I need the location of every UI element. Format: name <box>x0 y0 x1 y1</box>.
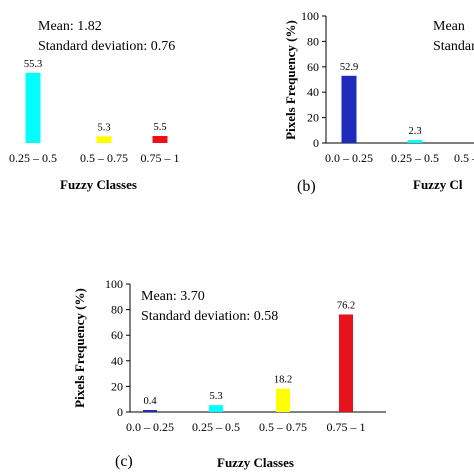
x-tick-label: 0.75 – 1 <box>327 420 366 434</box>
mean-annotation: Mean: 3.70 <box>141 289 205 304</box>
y-tick-label: 20 <box>111 379 123 393</box>
y-tick-label: 80 <box>111 303 123 317</box>
bar-value-label: 55.3 <box>24 59 42 70</box>
x-tick-label: 0.25 – 0.5 <box>391 151 439 165</box>
bar <box>143 410 157 412</box>
std-deviation-annotation: Standard deviation: 0.76 <box>38 39 175 54</box>
bar-value-label: 5.3 <box>97 122 110 133</box>
x-tick-label: 0.0 – 0.25 <box>325 151 373 165</box>
y-axis-title: Pixels Frequency (%) <box>283 20 298 140</box>
bar <box>209 405 223 412</box>
bar <box>341 75 357 143</box>
y-tick-label: 0 <box>117 405 123 419</box>
mean-annotation: Mean: 1.82 <box>38 19 102 34</box>
bar <box>407 140 423 143</box>
x-axis-title: Fuzzy Classes <box>217 455 294 470</box>
x-tick-label: 0.5 – 0.75 <box>80 151 128 165</box>
std-deviation-annotation: Standar <box>433 39 474 54</box>
bar-value-label: 5.3 <box>209 391 222 402</box>
x-axis-title: Fuzzy Cl <box>413 177 463 192</box>
x-axis-title: Fuzzy Classes <box>60 177 137 192</box>
bar-value-label: 18.2 <box>274 375 292 386</box>
x-tick-label: 0.25 – 0.5 <box>192 420 240 434</box>
mean-annotation: Mean <box>433 19 465 34</box>
bar <box>152 136 168 143</box>
y-tick-label: 80 <box>307 34 319 48</box>
bar-value-label: 0.4 <box>143 396 157 407</box>
x-tick-label: 0.5 – 0.75 <box>454 151 474 165</box>
x-tick-label: 0.25 – 0.5 <box>9 151 57 165</box>
bar <box>276 388 290 412</box>
y-tick-label: 100 <box>301 9 319 23</box>
std-deviation-annotation: Standard deviation: 0.58 <box>141 309 278 324</box>
y-tick-label: 60 <box>111 328 123 342</box>
bar-value-label: 52.9 <box>340 62 358 73</box>
chart-panel-c: 0 20 40 60 80 100 0.4 5.3 18.2 76.2 0.0 – 0.25 0.25… <box>72 277 386 470</box>
y-tick-label: 60 <box>307 60 319 74</box>
y-axis-title: Pixels Frequency (%) <box>72 288 87 408</box>
panel-label: (c) <box>115 453 133 470</box>
bar <box>339 314 353 412</box>
y-tick-label: 0 <box>313 136 319 150</box>
y-tick-label: 20 <box>307 111 319 125</box>
x-tick-label: 0.75 – 1 <box>141 151 180 165</box>
bar <box>96 136 112 143</box>
bar-value-label: 2.3 <box>408 126 421 137</box>
x-tick-label: 0.0 – 0.25 <box>126 420 174 434</box>
panel-label: (b) <box>297 178 316 195</box>
y-tick-label: 100 <box>105 277 123 291</box>
chart-panel-b: 0 20 40 60 80 100 52.9 2.3 0.0 – 0.25 0.25 – 0.5 0… <box>283 9 474 195</box>
y-tick-label: 40 <box>111 354 123 368</box>
bar-value-label: 76.2 <box>337 300 355 311</box>
y-tick-label: 40 <box>307 85 319 99</box>
bar <box>25 72 41 143</box>
chart-panel-a: 55.35.35.50.0 – 0.250.25 – 0.50.5 – 0.75… <box>9 19 180 192</box>
x-tick-label: 0.5 – 0.75 <box>259 420 307 434</box>
bar-value-label: 5.5 <box>153 122 166 133</box>
